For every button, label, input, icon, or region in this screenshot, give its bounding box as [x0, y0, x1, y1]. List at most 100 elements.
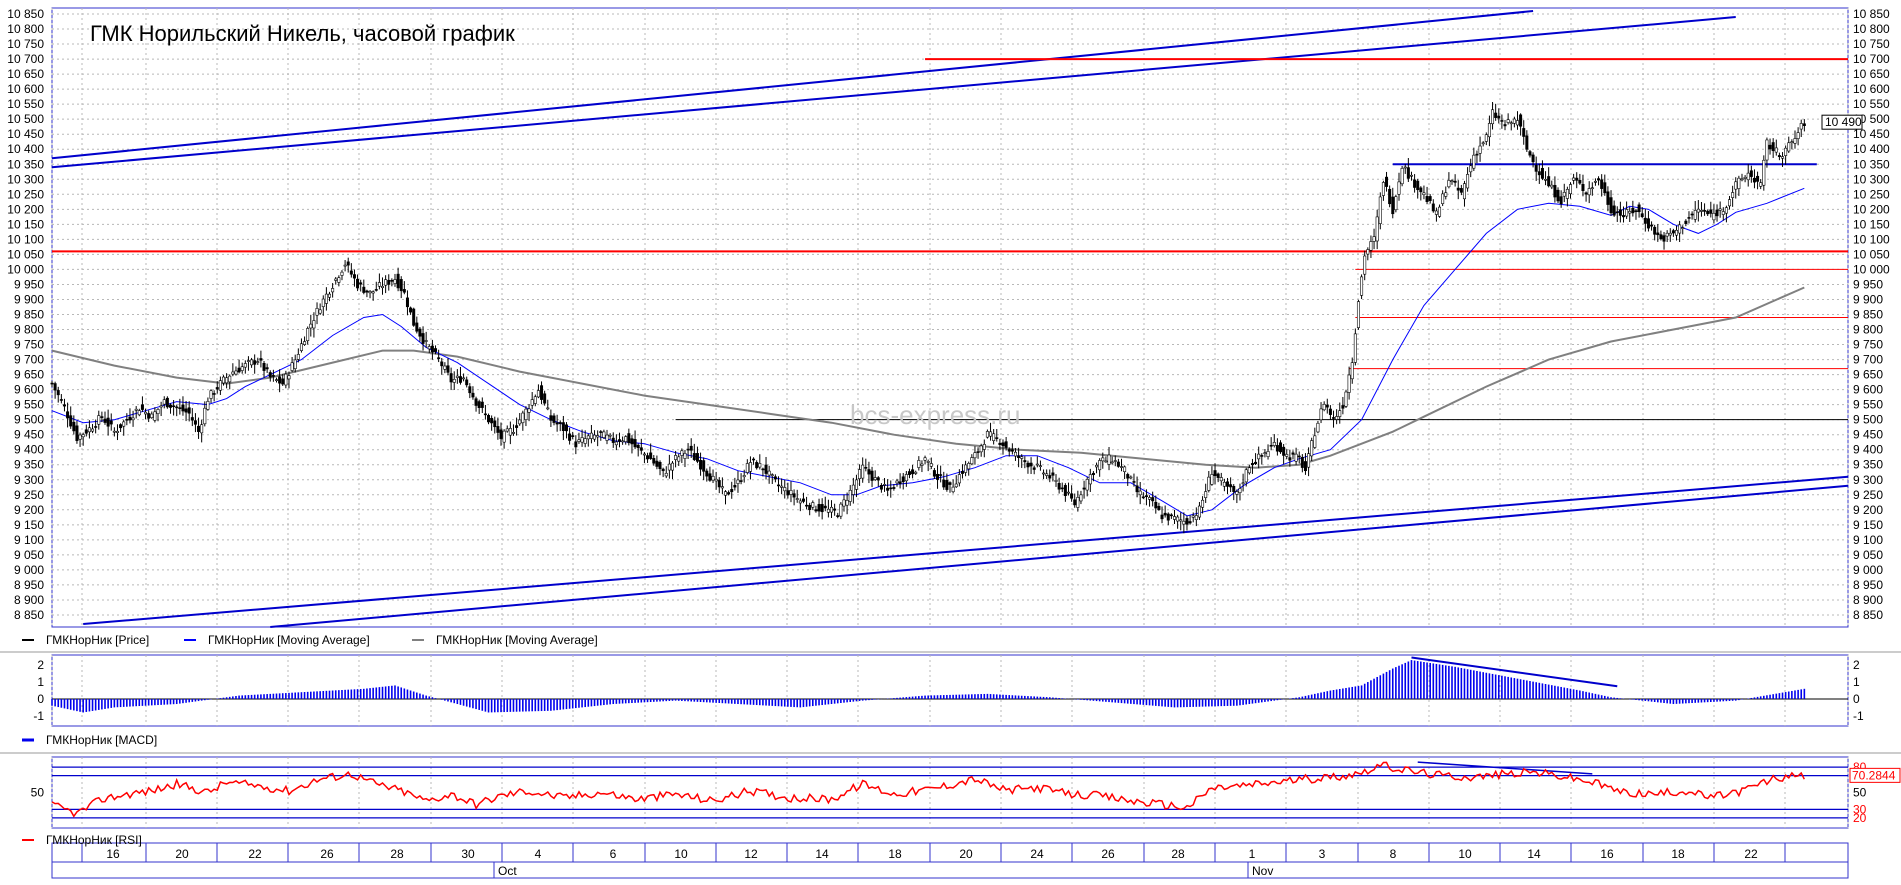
candle-body	[1631, 207, 1635, 214]
y-tick-label: 8 900	[14, 593, 44, 607]
candle-body	[1790, 141, 1794, 143]
candle-body	[1101, 457, 1105, 462]
candle-body	[795, 498, 799, 500]
candle-body	[284, 373, 288, 386]
candle-body	[530, 399, 534, 406]
candle-body	[1781, 156, 1785, 159]
candle-body	[870, 470, 874, 481]
macd-divergence-line	[1411, 656, 1618, 688]
candle-body	[418, 328, 422, 337]
candle-body	[1491, 109, 1495, 125]
candle-body	[477, 401, 481, 408]
candle-body	[611, 437, 615, 443]
candle-body	[371, 291, 375, 294]
candle-body	[736, 479, 740, 484]
candle-body	[240, 366, 244, 371]
candle-body	[1584, 192, 1588, 195]
candle-body	[945, 480, 949, 490]
y-tick-label: 9 550	[1853, 398, 1883, 412]
x-tick-label: 26	[320, 847, 334, 861]
candle-body	[699, 459, 703, 470]
candle-body	[468, 386, 472, 394]
candle-body	[773, 476, 777, 480]
candle-body	[206, 401, 210, 410]
candle-body	[1325, 404, 1329, 408]
candle-body	[1706, 210, 1710, 215]
candle-body	[225, 377, 229, 384]
rsi-y-tick-label: 30	[1853, 802, 1867, 816]
x-tick-label: 28	[1171, 847, 1185, 861]
candle-body	[271, 375, 275, 377]
candle-body	[689, 445, 693, 451]
candle-body	[1079, 494, 1083, 502]
candle-body	[306, 328, 310, 341]
x-tick-label: 22	[1744, 847, 1758, 861]
y-tick-label: 9 600	[14, 383, 44, 397]
candle-body	[412, 308, 416, 326]
candle-body	[798, 500, 802, 504]
candle-body	[518, 419, 522, 425]
candle-body	[62, 404, 66, 407]
candle-body	[568, 433, 572, 441]
candle-body	[1540, 167, 1544, 179]
candle-body	[695, 453, 699, 462]
candle-body	[886, 487, 890, 491]
candle-body	[508, 428, 512, 436]
candle-body	[783, 487, 787, 492]
candle-body	[502, 430, 506, 443]
candle-body	[490, 417, 494, 424]
candle-body	[1603, 182, 1607, 194]
candle-body	[692, 453, 696, 460]
candle-body	[106, 417, 110, 427]
candle-body	[81, 434, 85, 438]
candle-body	[1612, 205, 1616, 216]
x-month-label: Oct	[498, 864, 517, 878]
candle-body	[967, 463, 971, 470]
candle-body	[1260, 455, 1264, 457]
candle-body	[1210, 474, 1214, 485]
candle-body	[658, 461, 662, 470]
candle-body	[845, 500, 849, 506]
candle-body	[137, 410, 141, 416]
candle-body	[1413, 179, 1417, 188]
candle-body	[1494, 112, 1498, 118]
candle-body	[197, 425, 201, 432]
candle-body	[1082, 487, 1086, 490]
candle-body	[91, 428, 95, 432]
candle-body	[1257, 453, 1261, 460]
candle-body	[805, 504, 809, 507]
y-tick-label: 10 000	[1853, 262, 1890, 276]
candle-body	[1665, 232, 1669, 237]
candle-body	[1154, 501, 1158, 509]
candle-body	[1098, 460, 1102, 471]
candle-body	[1197, 505, 1201, 518]
x-tick-label: 12	[744, 847, 758, 861]
candle-body	[1568, 184, 1572, 195]
candle-body	[770, 474, 774, 476]
y-tick-label: 10 350	[1853, 157, 1890, 171]
candle-body	[861, 464, 865, 479]
candle-body	[1004, 441, 1008, 448]
candle-body	[309, 323, 313, 329]
candle-body	[1282, 446, 1286, 456]
candle-body	[352, 274, 356, 279]
candle-body	[1001, 442, 1005, 447]
candle-body	[324, 293, 328, 304]
candle-body	[1185, 518, 1189, 525]
candle-body	[505, 428, 509, 432]
candle-body	[851, 484, 855, 495]
watermark: bcs-express.ru	[850, 400, 1021, 430]
candle-body	[1300, 457, 1304, 468]
candle-body	[830, 506, 834, 513]
y-tick-label: 9 300	[1853, 473, 1883, 487]
candle-body	[1537, 171, 1541, 176]
candle-body	[1796, 132, 1800, 139]
candle-body	[677, 456, 681, 462]
y-tick-label: 10 750	[1853, 37, 1890, 51]
candle-body	[727, 492, 731, 495]
candle-body	[1771, 142, 1775, 152]
candle-body	[777, 484, 781, 487]
candle-body	[1235, 491, 1239, 495]
candle-body	[1553, 185, 1557, 198]
rsi-last-value-label: 70.2844	[1852, 768, 1896, 782]
